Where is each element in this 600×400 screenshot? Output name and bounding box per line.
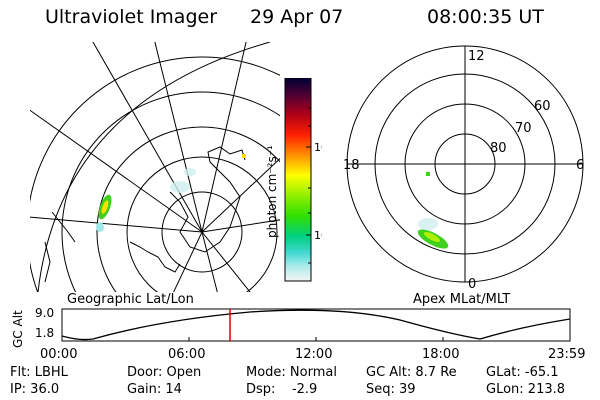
altitude-timeline: GC Alt 9.0 1.8 00:00 06:00 12:00 18:00 2…: [11, 306, 585, 362]
intensity-colorbar: 100 10 photon cm⁻²s⁻¹: [265, 78, 322, 282]
seq-info: Seq: 39: [366, 382, 416, 397]
mlt-label-12: 12: [468, 49, 485, 64]
mlat-label-70: 70: [515, 121, 532, 136]
filter-info: Flt: LBHL: [10, 365, 68, 380]
observation-date: 29 Apr 07: [250, 6, 344, 28]
gc-alt-info: GC Alt: 8.7 Re: [366, 365, 457, 380]
colorbar-unit-label: photon cm⁻²s⁻¹: [265, 145, 279, 238]
glat-info: GLat: -65.1: [486, 365, 559, 380]
polar-plot: 12 18 6 0 60 70 80: [343, 45, 584, 292]
mlt-label-6: 6: [576, 158, 584, 173]
gain-info: Gain: 14: [127, 382, 182, 397]
ip-info: IP: 36.0: [10, 382, 60, 397]
altitude-ytick-top: 9.0: [35, 306, 54, 320]
mlt-label-0: 0: [468, 277, 476, 292]
altitude-ytick-bottom: 1.8: [35, 326, 54, 340]
app-title: Ultraviolet Imager: [45, 6, 218, 28]
mlat-label-80: 80: [490, 141, 507, 156]
dsp-info: Dsp: -2.9: [246, 382, 318, 397]
latitude-circle: [96, 126, 280, 292]
colorbar-gradient: [284, 78, 312, 282]
latitude-circle: [30, 56, 280, 292]
mlt-label-18: 18: [343, 158, 360, 173]
altitude-xtick: 00:00: [40, 347, 77, 362]
altitude-plot-frame: [61, 308, 571, 342]
latitude-circle: [161, 191, 243, 273]
altitude-ylabel: GC Alt: [11, 310, 25, 348]
altitude-xtick: 06:00: [168, 347, 205, 362]
latitude-circle: [61, 91, 280, 292]
observation-time: 08:00:35 UT: [427, 6, 544, 28]
latitude-circle: [126, 156, 278, 292]
altitude-xtick: 23:59: [548, 347, 585, 362]
door-info: Door: Open: [127, 365, 202, 380]
altitude-curve: [61, 309, 571, 341]
left-panel-caption: Geographic Lat/Lon: [67, 292, 194, 307]
mode-info: Mode: Normal: [246, 365, 337, 380]
mlat-label-60: 60: [534, 99, 551, 114]
right-panel-caption: Apex MLat/MLT: [413, 292, 511, 307]
geographic-map: [30, 42, 280, 292]
glon-info: GLon: 213.8: [486, 382, 566, 397]
colorbar-tick-label: 100: [314, 141, 322, 154]
altitude-xtick: 18:00: [422, 347, 459, 362]
colorbar-tick-label: 10: [314, 229, 322, 242]
altitude-xtick: 12:00: [295, 347, 332, 362]
